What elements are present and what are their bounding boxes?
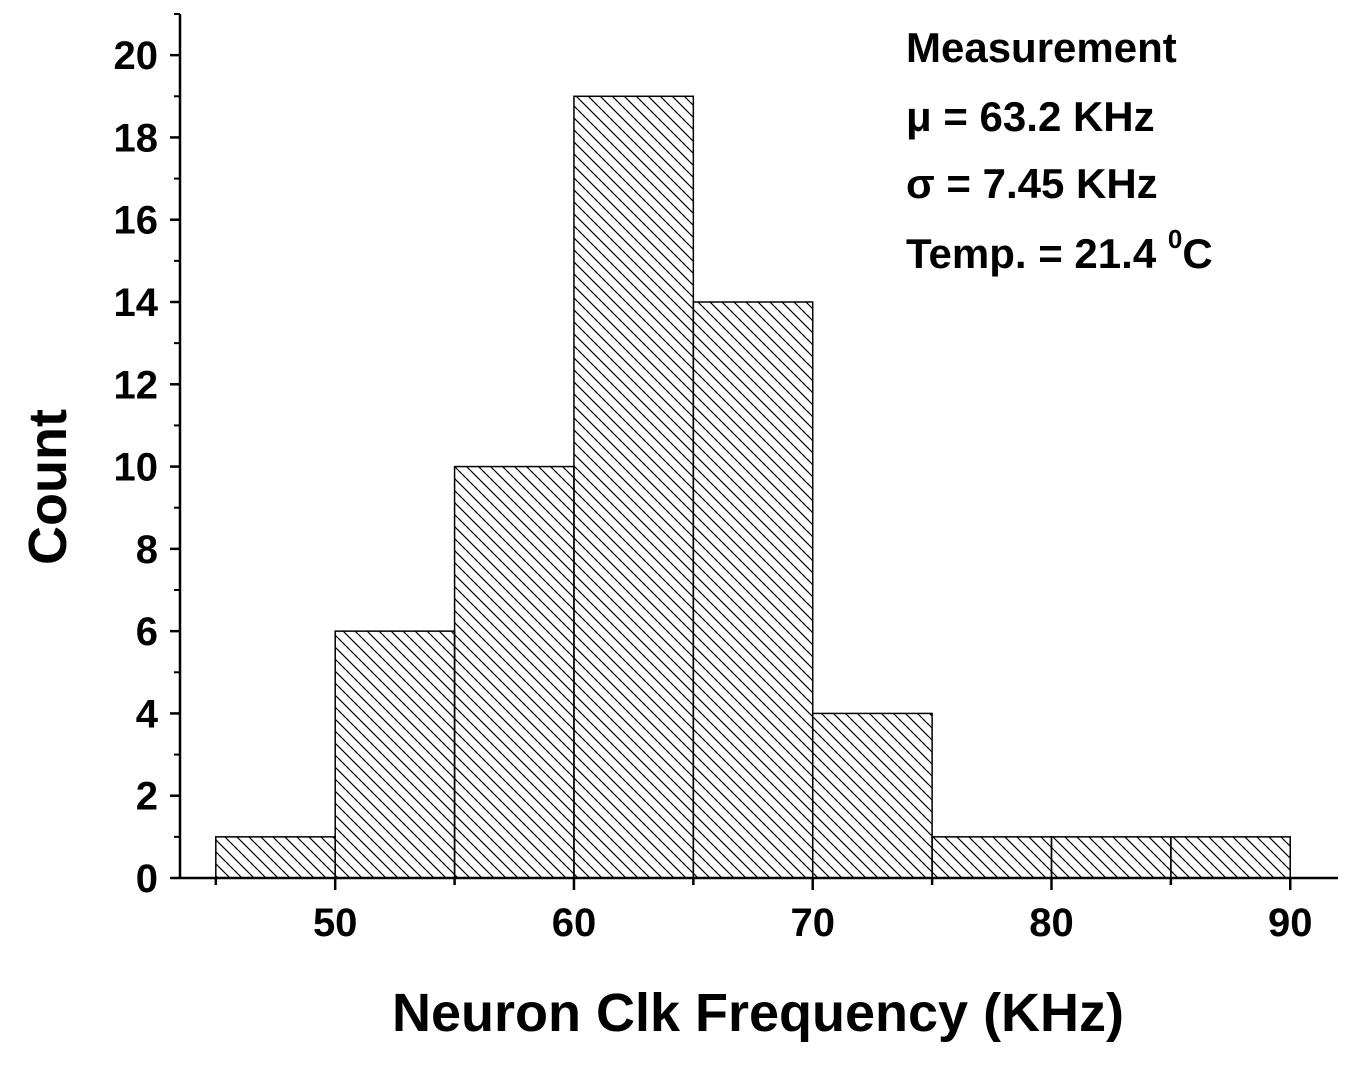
annotation-temp-text: Temp. = 21.4 xyxy=(906,230,1168,277)
y-tick-label-6: 6 xyxy=(136,610,158,654)
y-tick-label-4: 4 xyxy=(136,692,159,736)
annotation-mean: μ = 63.2 KHz xyxy=(906,93,1155,140)
y-tick-label-20: 20 xyxy=(114,34,159,78)
x-tick-label-80: 80 xyxy=(1029,901,1074,945)
histogram-bar-6 xyxy=(931,836,1053,879)
histogram-bar-8 xyxy=(1170,836,1291,879)
annotation-sigma: σ = 7.45 KHz xyxy=(906,160,1158,207)
annotation-title: Measurement xyxy=(906,24,1177,71)
y-axis-ticks: 0 2 4 6 8 10 12 14 16 18 20 xyxy=(114,13,180,901)
y-tick-label-16: 16 xyxy=(114,199,159,243)
y-tick-label-12: 12 xyxy=(114,363,159,407)
y-tick-label-18: 18 xyxy=(114,116,159,160)
histogram-bar-5 xyxy=(811,712,933,879)
y-tick-label-14: 14 xyxy=(114,281,159,325)
axes xyxy=(178,14,1338,880)
x-axis-ticks: 50 60 70 80 90 xyxy=(214,878,1313,945)
annotation-temperature: Temp. = 21.4 0C xyxy=(906,224,1213,277)
histogram-bar-4 xyxy=(692,301,814,879)
annotation-temp-unit: C xyxy=(1182,230,1212,277)
annotation-temp-degree: 0 xyxy=(1168,224,1182,254)
x-axis-title: Neuron Clk Frequency (KHz) xyxy=(392,983,1124,1043)
x-tick-label-70: 70 xyxy=(790,901,835,945)
x-tick-label-50: 50 xyxy=(313,901,358,945)
histogram-bar-0 xyxy=(215,836,336,879)
histogram-bar-2 xyxy=(453,465,575,879)
stats-annotation: Measurement μ = 63.2 KHz σ = 7.45 KHz Te… xyxy=(906,24,1213,277)
histogram-bar-1 xyxy=(334,630,456,879)
y-tick-label-2: 2 xyxy=(136,775,158,819)
x-tick-label-60: 60 xyxy=(552,901,597,945)
histogram-bars xyxy=(215,95,1291,879)
y-tick-label-10: 10 xyxy=(114,446,159,490)
y-tick-label-0: 0 xyxy=(136,857,158,901)
x-tick-label-90: 90 xyxy=(1268,901,1313,945)
y-axis-title: Count xyxy=(18,409,78,565)
histogram-bar-3 xyxy=(573,95,695,879)
y-tick-label-8: 8 xyxy=(136,528,158,572)
histogram-bar-7 xyxy=(1050,836,1172,879)
